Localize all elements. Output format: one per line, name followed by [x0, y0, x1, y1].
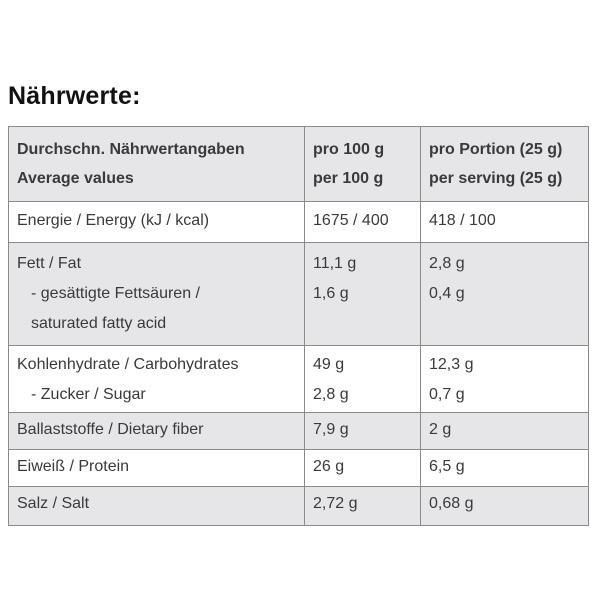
- value-text: 418 / 100: [429, 212, 496, 229]
- header-text: pro 100 g: [313, 141, 385, 158]
- table-row-fiber: Ballaststoffe / Dietary fiber 7,9 g 2 g: [8, 412, 589, 450]
- value-text: 2 g: [429, 421, 452, 438]
- row-value-portion: 6,5 g: [420, 449, 589, 487]
- table-row-salt: Salz / Salt 2,72 g 0,68 g: [8, 486, 589, 526]
- row-label-text: Energie / Energy (kJ / kcal): [17, 212, 210, 229]
- row-value-portion: 418 / 100: [420, 201, 589, 243]
- table-row-protein: Eiweiß / Protein 26 g 6,5 g: [8, 449, 589, 487]
- row-label-text: Ballaststoffe / Dietary fiber: [17, 421, 204, 438]
- nutrition-table: Durchschn. Nährwertangaben Average value…: [8, 126, 589, 526]
- row-value-100g: 1675 / 400: [304, 201, 421, 243]
- header-description: Durchschn. Nährwertangaben Average value…: [8, 126, 305, 202]
- row-label-text: Kohlenhydrate / Carbohydrates: [17, 356, 239, 373]
- table-header-row: Durchschn. Nährwertangaben Average value…: [8, 126, 589, 202]
- row-value-portion: 2 g: [420, 412, 589, 450]
- row-label-text: Eiweiß / Protein: [17, 458, 130, 475]
- row-value-portion: 2,8 g 0,4 g: [420, 242, 589, 346]
- row-sublabel-text: - gesättigte Fettsäuren /: [31, 285, 200, 302]
- value-text: 1,6 g: [313, 285, 349, 302]
- header-text: per 100 g: [313, 170, 384, 187]
- header-text: Durchschn. Nährwertangaben: [17, 141, 245, 158]
- header-text: per serving (25 g): [429, 170, 563, 187]
- value-text: 1675 / 400: [313, 212, 389, 229]
- table-row-carbohydrates: Kohlenhydrate / Carbohydrates - Zucker /…: [8, 345, 589, 413]
- row-label: Kohlenhydrate / Carbohydrates - Zucker /…: [8, 345, 305, 413]
- table-row-fat: Fett / Fat - gesättigte Fettsäuren / sat…: [8, 242, 589, 346]
- row-value-portion: 0,68 g: [420, 486, 589, 526]
- value-text: 0,68 g: [429, 495, 474, 512]
- value-text: 2,72 g: [313, 495, 358, 512]
- value-text: 11,1 g: [313, 255, 357, 272]
- row-sublabel-text: - Zucker / Sugar: [31, 386, 146, 403]
- value-text: 2,8 g: [429, 255, 465, 272]
- row-label: Ballaststoffe / Dietary fiber: [8, 412, 305, 450]
- table-row-energy: Energie / Energy (kJ / kcal) 1675 / 400 …: [8, 201, 589, 243]
- row-sublabel-text: saturated fatty acid: [31, 315, 167, 332]
- value-text: 26 g: [313, 458, 345, 475]
- row-value-100g: 49 g 2,8 g: [304, 345, 421, 413]
- value-text: 49 g: [313, 356, 345, 373]
- header-text: pro Portion (25 g): [429, 141, 563, 158]
- value-text: 0,7 g: [429, 386, 465, 403]
- row-label: Energie / Energy (kJ / kcal): [8, 201, 305, 243]
- header-per-100g: pro 100 g per 100 g: [304, 126, 421, 202]
- row-label: Salz / Salt: [8, 486, 305, 526]
- row-label: Fett / Fat - gesättigte Fettsäuren / sat…: [8, 242, 305, 346]
- value-text: 0,4 g: [429, 285, 465, 302]
- row-value-100g: 26 g: [304, 449, 421, 487]
- value-text: 6,5 g: [429, 458, 465, 475]
- header-per-portion: pro Portion (25 g) per serving (25 g): [420, 126, 589, 202]
- row-value-100g: 11,1 g 1,6 g: [304, 242, 421, 346]
- header-text: Average values: [17, 170, 134, 187]
- value-text: 2,8 g: [313, 386, 349, 403]
- value-text: 7,9 g: [313, 421, 349, 438]
- value-text: 12,3 g: [429, 356, 474, 373]
- row-value-portion: 12,3 g 0,7 g: [420, 345, 589, 413]
- page-title: Nährwerte:: [8, 82, 141, 110]
- row-value-100g: 7,9 g: [304, 412, 421, 450]
- row-label-text: Salz / Salt: [17, 495, 90, 512]
- row-value-100g: 2,72 g: [304, 486, 421, 526]
- row-label-text: Fett / Fat: [17, 255, 82, 272]
- row-label: Eiweiß / Protein: [8, 449, 305, 487]
